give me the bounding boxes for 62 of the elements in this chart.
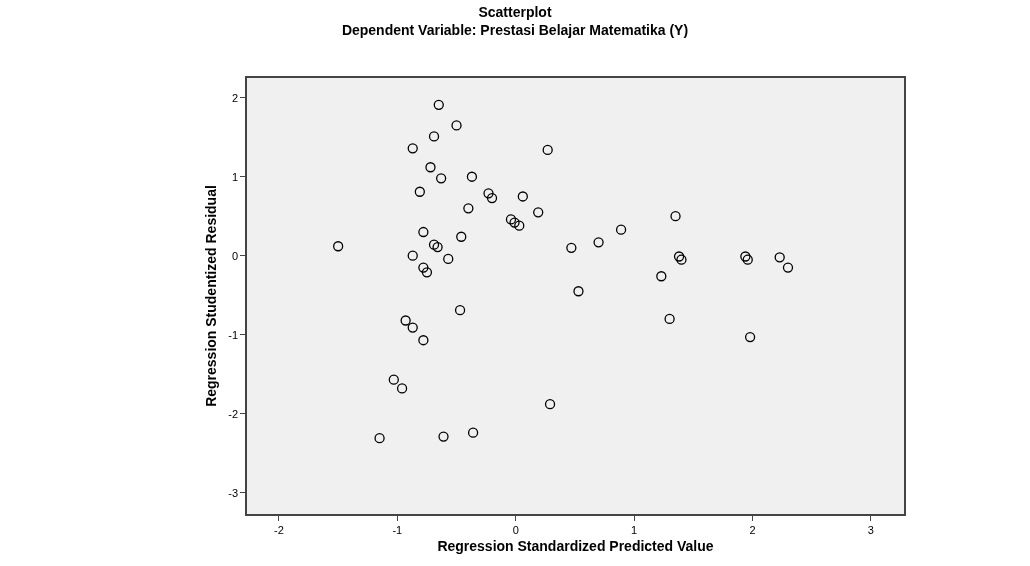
point (656, 271, 667, 282)
chart-title: Scatterplot (478, 3, 552, 20)
point (466, 171, 478, 182)
point (432, 241, 443, 253)
point (374, 433, 385, 444)
point (467, 427, 479, 438)
y-tick-label: -3 (228, 486, 239, 499)
point (414, 186, 425, 197)
point (443, 253, 454, 265)
point (615, 224, 627, 235)
point (425, 162, 436, 173)
point (435, 173, 447, 184)
chart-subtitle: Dependent Variable: Prestasi Belajar Matematika (Y) (341, 22, 689, 39)
point (333, 241, 344, 252)
point (664, 313, 675, 325)
point (396, 383, 408, 394)
point (400, 315, 411, 326)
point (573, 286, 584, 297)
point (428, 131, 440, 142)
y-tick-label: 0 (231, 249, 239, 262)
point (421, 267, 433, 278)
x-axis-title: Regression Standardized Predicted Value (437, 537, 714, 554)
point (542, 144, 553, 156)
point (418, 226, 429, 238)
point (483, 188, 494, 199)
x-tick-label: 1 (631, 523, 638, 536)
point (451, 120, 462, 131)
x-tick-label: -2 (274, 523, 284, 536)
x-tick-label: 2 (749, 523, 756, 536)
y-axis-title: Regression Studentized Residual (203, 185, 220, 407)
point (456, 231, 467, 242)
point (418, 262, 429, 273)
y-tick-label: -2 (228, 407, 239, 420)
point (407, 143, 418, 154)
point (744, 331, 756, 343)
x-tick-label: 0 (512, 523, 519, 536)
point (566, 242, 577, 253)
point (433, 99, 444, 111)
point (407, 250, 418, 261)
point (533, 207, 544, 218)
point (517, 191, 528, 202)
point (514, 220, 525, 231)
point (509, 217, 520, 228)
point (418, 335, 429, 346)
point (505, 214, 517, 225)
point (774, 252, 785, 263)
point (544, 399, 556, 410)
y-tick-label: -1 (228, 328, 239, 341)
point (388, 374, 399, 385)
point (486, 192, 498, 204)
point (463, 203, 474, 214)
point (428, 239, 440, 250)
y-tick-label: 2 (231, 91, 239, 104)
point (454, 305, 466, 316)
point (670, 211, 681, 222)
point (407, 322, 418, 333)
point (782, 262, 794, 273)
point (593, 237, 604, 248)
x-tick-label: 3 (867, 523, 874, 536)
x-tick-label: -1 (392, 523, 403, 536)
y-tick-label: 1 (231, 170, 239, 183)
point (438, 431, 449, 442)
